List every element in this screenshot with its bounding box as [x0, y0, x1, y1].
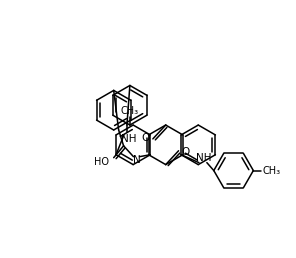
Text: HO: HO — [94, 157, 109, 167]
Text: CH₃: CH₃ — [121, 106, 139, 116]
Text: CH₃: CH₃ — [262, 166, 280, 175]
Text: O: O — [142, 133, 150, 143]
Text: NH: NH — [196, 153, 212, 163]
Text: NH: NH — [121, 134, 137, 144]
Text: N: N — [133, 155, 140, 165]
Text: O: O — [181, 147, 190, 157]
